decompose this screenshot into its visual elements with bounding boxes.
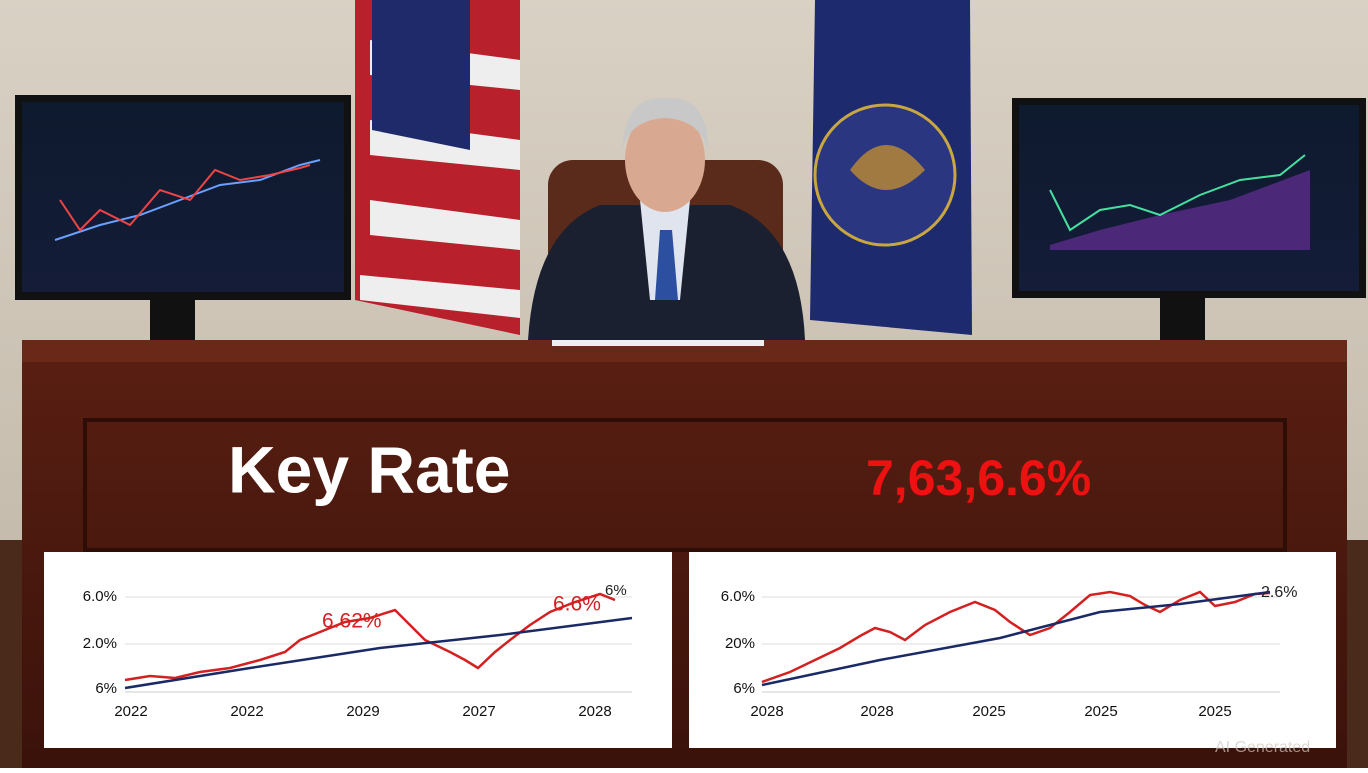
x-label: 2022 [230,703,263,720]
tie [655,230,678,300]
face [625,108,705,212]
x-label: 2025 [972,703,1005,720]
red-line [761,590,1271,684]
x-label: 2025 [1198,703,1231,720]
y-label: 2.0% [83,635,117,652]
blue-line [761,590,1271,687]
x-label: 2025 [1084,703,1117,720]
papers [552,340,764,346]
chart-panel-right: 6.0% 20% 6% 2028 2028 2025 2025 2025 2.6… [689,552,1336,748]
x-label: 2029 [346,703,379,720]
annotation: 6.6% [553,593,601,616]
headline-rate: 7,63,6.6% [866,450,1091,506]
hair [622,97,708,150]
y-label: 20% [725,635,755,652]
y-label: 6.0% [721,588,755,605]
x-label: 2028 [578,703,611,720]
us-flag [355,0,520,335]
blue-line [124,616,633,690]
annotation: 6% [605,582,627,599]
desk-top [22,340,1347,362]
x-label: 2022 [114,703,147,720]
annotation: 2.6% [1261,584,1297,601]
monitor-right [1012,98,1366,340]
monitor-left [15,95,351,340]
y-label: 6% [95,680,117,697]
headline-title: Key Rate [228,432,510,506]
seal-flag [810,0,972,335]
desk-panel [83,418,1287,552]
chart-panel-left: 6.0% 2.0% 6% 2022 2022 2029 2027 2028 6.… [44,552,672,748]
y-label: 6% [733,680,755,697]
annotation: 6.62% [322,610,382,633]
watermark: AI Generated [1215,739,1310,756]
x-label: 2028 [860,703,893,720]
y-label: 6.0% [83,588,117,605]
x-label: 2027 [462,703,495,720]
x-label: 2028 [750,703,783,720]
red-line [124,592,616,682]
